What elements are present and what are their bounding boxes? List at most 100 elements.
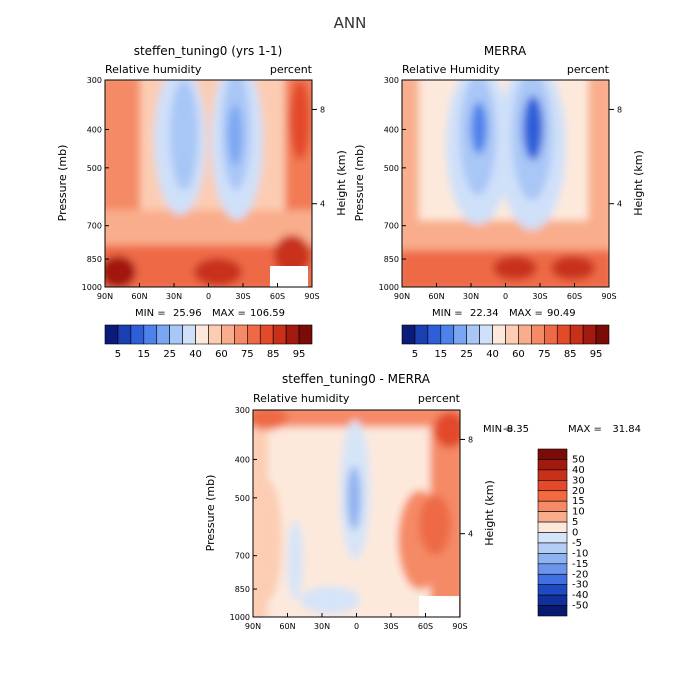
diff-units: percent — [418, 392, 461, 405]
model-max-label: MAX = — [212, 308, 246, 319]
diff-y2tick-label: 4 — [468, 530, 473, 539]
obs-colorbar-swatch — [505, 324, 519, 345]
diff-colorbar-swatch — [537, 521, 568, 533]
model-xtick-label: 60S — [270, 292, 285, 301]
diff-colorbar-label: -30 — [572, 580, 588, 591]
model-ytick-label: 400 — [87, 125, 102, 134]
model-colorbar-label: 85 — [267, 349, 280, 360]
model-colorbar-swatch — [208, 324, 222, 345]
model-colorbar-swatch — [247, 324, 261, 345]
diff-ytick-label: 700 — [235, 552, 250, 561]
model-xtick-label: 30S — [235, 292, 250, 301]
model-min-label: MIN = — [135, 308, 166, 319]
model-colorbar-swatch — [259, 324, 274, 345]
model-xtick-label: 60N — [131, 292, 147, 301]
model-ylabel: Pressure (mb) — [56, 145, 69, 222]
diff-colorbar-label: 30 — [572, 475, 585, 486]
model-ytick-label: 700 — [87, 222, 102, 231]
model-colorbar-label: 15 — [137, 349, 150, 360]
obs-ytick-label: 300 — [384, 76, 399, 85]
obs-colorbar-swatch — [531, 324, 545, 345]
diff-xtick-label: 90S — [452, 622, 467, 631]
model-colorbar-swatch — [182, 324, 196, 345]
obs-colorbar-swatch — [518, 324, 532, 345]
diff-min-value: -8.35 — [503, 424, 529, 435]
obs-colorbar-swatch — [466, 324, 480, 345]
model-colorbar-swatch — [104, 324, 119, 345]
obs-y2label: Height (km) — [632, 150, 645, 216]
model-colorbar-label: 25 — [163, 349, 176, 360]
diff-colorbar-swatch — [537, 490, 568, 502]
obs-colorbar-label: 15 — [434, 349, 447, 360]
obs-colorbar-swatch — [569, 324, 584, 345]
diff-min-label: MIN = — [483, 424, 514, 435]
obs-ytick-label: 850 — [384, 255, 399, 264]
model-units: percent — [270, 63, 313, 76]
obs-ytick-label: 500 — [384, 164, 399, 173]
diff-colorbar-label: -50 — [572, 601, 588, 612]
model-panel: steffen_tuning0 (yrs 1-1) Relative humid… — [56, 44, 348, 360]
obs-field — [402, 80, 609, 287]
obs-ytick-label: 1000 — [379, 283, 399, 292]
model-xtick-label: 0 — [206, 292, 211, 301]
model-colorbar-swatch — [130, 324, 145, 345]
diff-xtick-label: 60S — [418, 622, 433, 631]
diff-ytick-label: 300 — [235, 406, 250, 415]
diff-colorbar-swatch — [537, 500, 568, 512]
model-colorbar-label: 40 — [189, 349, 202, 360]
model-colorbar-swatch — [169, 324, 183, 345]
diff-colorbar-swatch — [537, 594, 568, 606]
diff-colorbar-label: 5 — [572, 517, 578, 528]
diff-ytick-label: 1000 — [230, 613, 250, 622]
diff-ytick-label: 500 — [235, 494, 250, 503]
obs-xtick-label: 30S — [532, 292, 547, 301]
obs-colorbar-swatch — [595, 324, 610, 345]
model-colorbar-label: 75 — [241, 349, 254, 360]
model-title: steffen_tuning0 (yrs 1-1) — [134, 44, 283, 58]
diff-colorbar-swatch — [537, 532, 568, 544]
obs-colorbar-label: 60 — [512, 349, 525, 360]
diff-colorbar-swatch — [537, 563, 568, 575]
diff-colorbar-label: 10 — [572, 507, 585, 518]
diff-colorbar-label: -40 — [572, 590, 588, 601]
diff-colorbar-label: 0 — [572, 528, 578, 539]
diff-ytick-label: 850 — [235, 585, 250, 594]
diff-field — [253, 410, 460, 617]
model-ytick-label: 300 — [87, 76, 102, 85]
obs-min-label: MIN = — [432, 308, 463, 319]
obs-colorbar-label: 5 — [412, 349, 418, 360]
obs-colorbar-label: 40 — [486, 349, 499, 360]
obs-colorbar-swatch — [479, 324, 493, 345]
diff-colorbar-label: -15 — [572, 559, 588, 570]
model-colorbar-swatch — [298, 324, 313, 345]
diff-xtick-label: 0 — [354, 622, 359, 631]
model-y2tick-label: 8 — [320, 105, 325, 114]
obs-xtick-label: 30N — [463, 292, 479, 301]
model-colorbar-swatch — [117, 324, 132, 345]
obs-ytick-label: 700 — [384, 222, 399, 231]
diff-ylabel: Pressure (mb) — [204, 475, 217, 552]
diff-max-value: 31.84 — [612, 424, 641, 435]
diff-colorbar-label: -10 — [572, 548, 588, 559]
diff-colorbar-label: -5 — [572, 538, 582, 549]
model-field — [105, 80, 312, 287]
diff-colorbar-label: 40 — [572, 465, 585, 476]
obs-colorbar-label: 85 — [564, 349, 577, 360]
model-xtick-label: 90N — [97, 292, 113, 301]
diff-colorbar-label: 50 — [572, 454, 585, 465]
model-colorbar-swatch — [221, 324, 235, 345]
diff-colorbar-swatch — [537, 459, 568, 471]
obs-max-value: 90.49 — [547, 308, 576, 319]
diff-colorbar-swatch — [537, 542, 568, 554]
obs-xtick-label: 90S — [601, 292, 616, 301]
diff-colorbar-label: -20 — [572, 569, 588, 580]
obs-y2tick-label: 8 — [617, 105, 622, 114]
obs-xtick-label: 0 — [503, 292, 508, 301]
obs-colorbar: 5 15 25 40 60 75 85 95 — [401, 324, 610, 360]
obs-colorbar-swatch — [440, 324, 455, 345]
obs-min-value: 22.34 — [470, 308, 499, 319]
obs-colorbar-swatch — [582, 324, 597, 345]
diff-variable: Relative humidity — [253, 392, 350, 405]
